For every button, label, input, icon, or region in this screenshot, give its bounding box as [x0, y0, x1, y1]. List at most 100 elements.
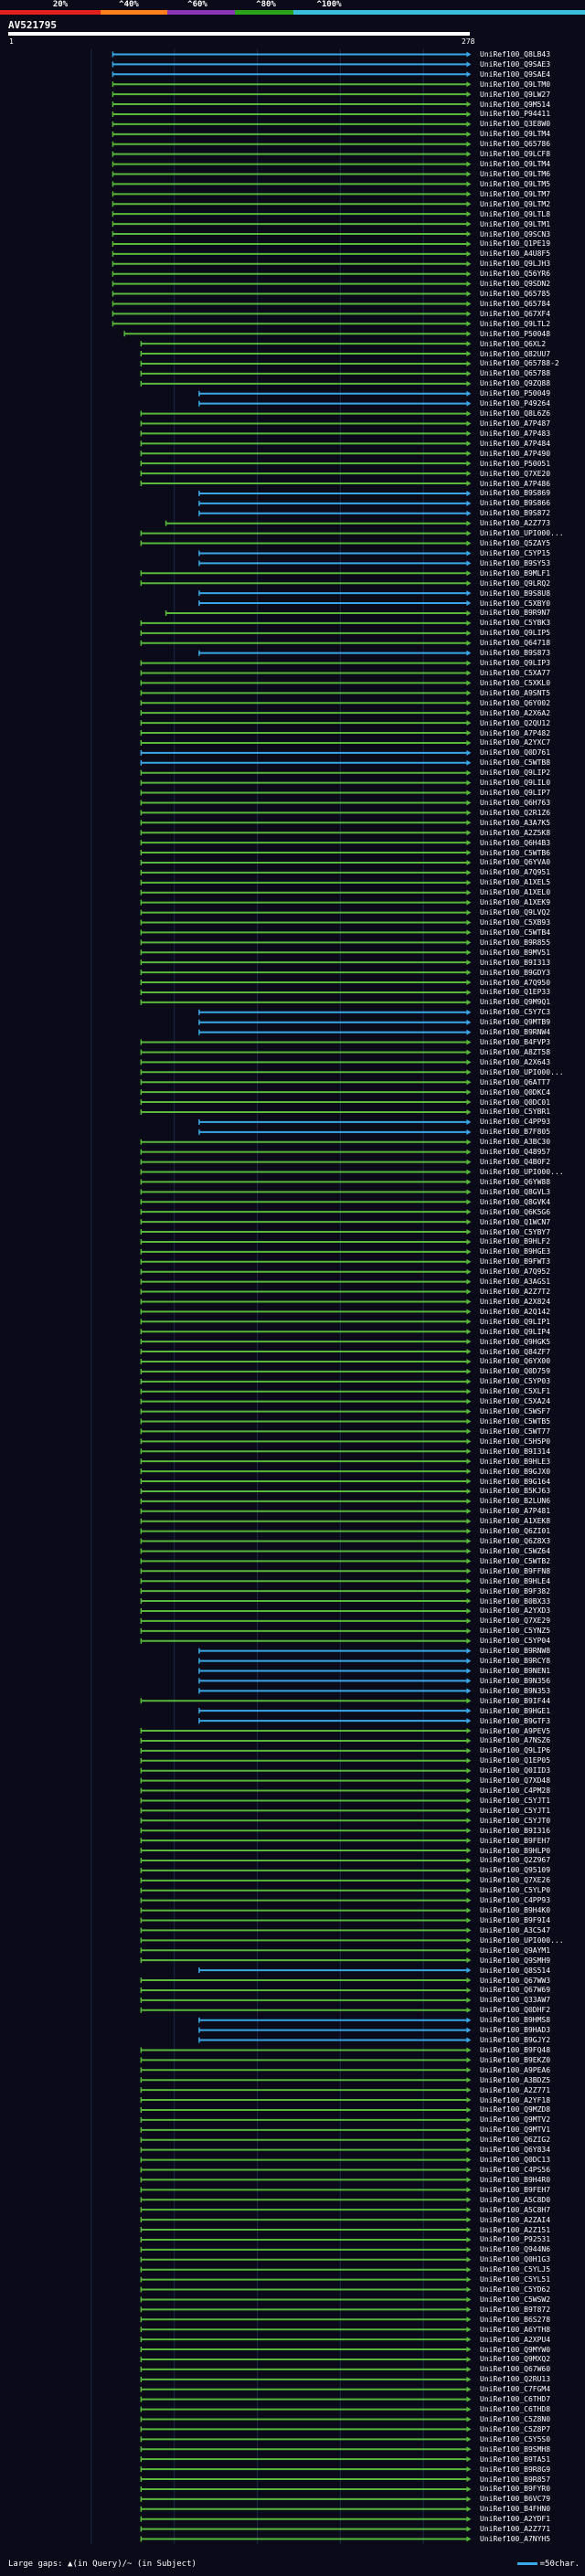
hit-label[interactable]: UniRef100_Q0DHF2 [480, 2006, 551, 2015]
hit-label[interactable]: UniRef100_Q9SCN3 [480, 229, 551, 239]
hit-label[interactable]: UniRef100_A2YXD3 [480, 1606, 551, 1616]
hit-label[interactable]: UniRef100_Q0DC13 [480, 2156, 551, 2165]
hit-label[interactable]: UniRef100_C5H5P0 [480, 1436, 551, 1446]
hit-label[interactable]: UniRef100_B9R857 [480, 2475, 551, 2484]
hit-label[interactable]: UniRef100_C5XKL0 [480, 678, 551, 687]
hit-label[interactable]: UniRef100_Q48957 [480, 1148, 551, 1157]
hit-label[interactable]: UniRef100_Q2Z967 [480, 1856, 551, 1865]
hit-label[interactable]: UniRef100_A7NSZ6 [480, 1736, 551, 1745]
hit-label[interactable]: UniRef100_B4FHN0 [480, 2505, 551, 2514]
hit-label[interactable]: UniRef100_A7NYH5 [480, 2535, 551, 2544]
hit-label[interactable]: UniRef100_C5YBR1 [480, 1108, 551, 1117]
hit-label[interactable]: UniRef100_A2Z151 [480, 2225, 551, 2234]
hit-label[interactable]: UniRef100_B9FYR0 [480, 2485, 551, 2494]
hit-label[interactable]: UniRef100_B9S8U8 [480, 588, 551, 598]
hit-label[interactable]: UniRef100_B9FEH7 [480, 2185, 551, 2194]
hit-label[interactable]: UniRef100_A2ZAI4 [480, 2215, 551, 2224]
hit-label[interactable]: UniRef100_Q6ZIG2 [480, 2136, 551, 2145]
hit-label[interactable]: UniRef100_Q6ZI01 [480, 1527, 551, 1536]
hit-label[interactable]: UniRef100_A3AGS1 [480, 1277, 551, 1287]
hit-label[interactable]: UniRef100_C5Z8P7 [480, 2424, 551, 2433]
hit-label[interactable]: UniRef100_Q9LTM0 [480, 80, 551, 89]
hit-label[interactable]: UniRef100_B7F805 [480, 1128, 551, 1137]
hit-label[interactable]: UniRef100_B9HMS8 [480, 2016, 551, 2025]
hit-label[interactable]: UniRef100_A2Z771 [480, 2525, 551, 2534]
hit-label[interactable]: UniRef100_C5YP03 [480, 1377, 551, 1386]
hit-label[interactable]: UniRef100_A2X824 [480, 1297, 551, 1306]
hit-label[interactable]: UniRef100_A3BC30 [480, 1138, 551, 1147]
hit-label[interactable]: UniRef100_Q56YR6 [480, 270, 551, 279]
hit-label[interactable]: UniRef100_A1XEK9 [480, 898, 551, 907]
hit-label[interactable]: UniRef100_C5WTB4 [480, 928, 551, 937]
hit-label[interactable]: UniRef100_B9I313 [480, 958, 551, 967]
hit-label[interactable]: UniRef100_Q9MZD8 [480, 2105, 551, 2115]
hit-label[interactable]: UniRef100_B9HGE1 [480, 1706, 551, 1715]
hit-label[interactable]: UniRef100_Q8L6Z6 [480, 409, 551, 419]
hit-label[interactable]: UniRef100_Q6Z8X3 [480, 1537, 551, 1546]
hit-label[interactable]: UniRef100_Q67W69 [480, 1986, 551, 1995]
hit-label[interactable]: UniRef100_B9R8G9 [480, 2465, 551, 2474]
hit-label[interactable]: UniRef100_C5WTB2 [480, 1556, 551, 1565]
hit-label[interactable]: UniRef100_UPI000... [480, 1168, 564, 1176]
hit-label[interactable]: UniRef100_Q6Y834 [480, 2146, 551, 2155]
hit-label[interactable]: UniRef100_Q9LTM4 [480, 160, 551, 169]
hit-label[interactable]: UniRef100_B5KJ63 [480, 1487, 551, 1496]
hit-label[interactable]: UniRef100_C5YBK3 [480, 619, 551, 628]
hit-label[interactable]: UniRef100_A1XEK8 [480, 1517, 551, 1526]
hit-label[interactable]: UniRef100_C5YP15 [480, 548, 551, 557]
hit-label[interactable]: UniRef100_Q65785 [480, 290, 551, 299]
hit-label[interactable]: UniRef100_B9S872 [480, 509, 551, 518]
hit-label[interactable]: UniRef100_A5C8D0 [480, 2195, 551, 2204]
hit-label[interactable]: UniRef100_C5Y7C3 [480, 1008, 551, 1017]
hit-label[interactable]: UniRef100_B9NEN1 [480, 1667, 551, 1675]
hit-label[interactable]: UniRef100_UPI000... [480, 529, 564, 538]
hit-label[interactable]: UniRef100_Q9LIP2 [480, 769, 551, 778]
hit-label[interactable]: UniRef100_B9HGE3 [480, 1247, 551, 1256]
hit-label[interactable]: UniRef100_B9R855 [480, 938, 551, 947]
hit-label[interactable]: UniRef100_Q7XE20 [480, 469, 551, 478]
hit-label[interactable]: UniRef100_C5WSW2 [480, 2295, 551, 2304]
hit-label[interactable]: UniRef100_Q9LIP6 [480, 1746, 551, 1755]
hit-label[interactable]: UniRef100_Q9SDN2 [480, 280, 551, 289]
hit-label[interactable]: UniRef100_B9SMH8 [480, 2444, 551, 2454]
hit-label[interactable]: UniRef100_Q84ZF7 [480, 1347, 551, 1356]
hit-label[interactable]: UniRef100_C7FGM4 [480, 2385, 551, 2394]
hit-label[interactable]: UniRef100_UPI000... [480, 1935, 564, 1945]
hit-label[interactable]: UniRef100_A7P481 [480, 1507, 551, 1516]
hit-label[interactable]: UniRef100_Q944N6 [480, 2245, 551, 2254]
hit-label[interactable]: UniRef100_A2X643 [480, 1057, 551, 1066]
hit-label[interactable]: UniRef100_A7P486 [480, 479, 551, 488]
hit-label[interactable]: UniRef100_A9PEV5 [480, 1726, 551, 1735]
hit-label[interactable]: UniRef100_Q9LIP3 [480, 659, 551, 668]
hit-label[interactable]: UniRef100_A7P487 [480, 419, 551, 428]
hit-label[interactable]: UniRef100_Q2R1Z6 [480, 808, 551, 817]
hit-label[interactable]: UniRef100_Q4B0F2 [480, 1158, 551, 1167]
hit-label[interactable]: UniRef100_Q1EP05 [480, 1756, 551, 1765]
hit-label[interactable]: UniRef100_Q9LIP4 [480, 1327, 551, 1336]
hit-label[interactable]: UniRef100_Q9SAE4 [480, 69, 551, 79]
hit-label[interactable]: UniRef100_B9N353 [480, 1686, 551, 1695]
hit-label[interactable]: UniRef100_Q9MXQ2 [480, 2355, 551, 2364]
hit-label[interactable]: UniRef100_Q9LTM6 [480, 170, 551, 178]
hit-label[interactable]: UniRef100_P50051 [480, 459, 551, 468]
hit-label[interactable]: UniRef100_B9I314 [480, 1447, 551, 1456]
hit-label[interactable]: UniRef100_C5YJT1 [480, 1806, 551, 1815]
hit-label[interactable]: UniRef100_C5WZ64 [480, 1546, 551, 1555]
hit-label[interactable]: UniRef100_C4PP93 [480, 1118, 551, 1127]
hit-label[interactable]: UniRef100_Q5ZAY5 [480, 539, 551, 548]
hit-label[interactable]: UniRef100_Q9LW27 [480, 90, 551, 99]
hit-label[interactable]: UniRef100_A5C8H7 [480, 2205, 551, 2214]
hit-label[interactable]: UniRef100_B9HLE4 [480, 1576, 551, 1585]
hit-label[interactable]: UniRef100_Q2RU13 [480, 2375, 551, 2384]
hit-label[interactable]: UniRef100_B9GJX0 [480, 1467, 551, 1476]
hit-label[interactable]: UniRef100_B9FWT3 [480, 1257, 551, 1267]
hit-label[interactable]: UniRef100_Q67WW3 [480, 1976, 551, 1985]
hit-label[interactable]: UniRef100_Q9LJH3 [480, 260, 551, 269]
hit-label[interactable]: UniRef100_B9SY53 [480, 558, 551, 567]
hit-label[interactable]: UniRef100_Q6YW88 [480, 1177, 551, 1186]
hit-label[interactable]: UniRef100_Q6H4B3 [480, 838, 551, 847]
hit-label[interactable]: UniRef100_A9SNT5 [480, 688, 551, 697]
hit-label[interactable]: UniRef100_Q6ATT7 [480, 1077, 551, 1087]
hit-label[interactable]: UniRef100_Q9LTL8 [480, 209, 551, 218]
hit-label[interactable]: UniRef100_Q9M9Q1 [480, 998, 551, 1007]
